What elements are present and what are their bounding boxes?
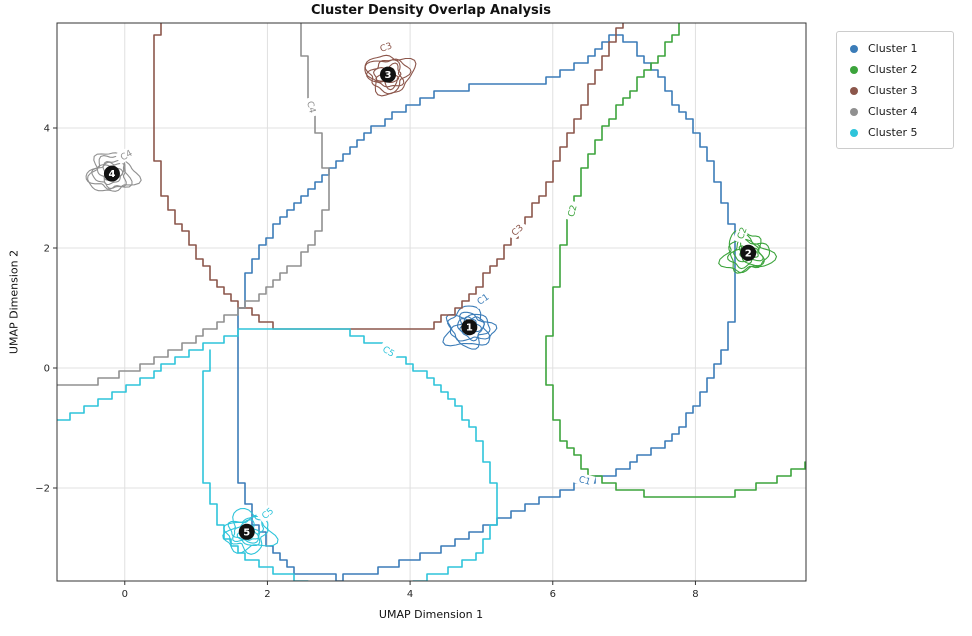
legend-item-cluster-2: Cluster 2 <box>845 59 947 80</box>
density-contour-c2 <box>545 23 806 498</box>
contour-label-c3: C3 <box>374 38 397 56</box>
cluster-blob-ring-c4 <box>96 161 126 186</box>
legend-item-cluster-4: Cluster 4 <box>845 101 947 122</box>
density-contour-c4 <box>57 23 330 386</box>
x-tick-label: 4 <box>407 589 413 600</box>
svg-text:2: 2 <box>745 248 752 259</box>
chart-title: Cluster Density Overlap Analysis <box>311 3 551 18</box>
legend-label: Cluster 4 <box>868 105 918 118</box>
legend-item-cluster-5: Cluster 5 <box>845 122 947 143</box>
svg-text:C2: C2 <box>567 204 580 218</box>
y-axis-label: UMAP Dimension 2 <box>7 249 21 355</box>
contour-label-c5: C5 <box>377 341 400 361</box>
x-tick-label: 8 <box>692 589 698 600</box>
y-tick-label: 0 <box>44 364 50 375</box>
x-axis-label: UMAP Dimension 1 <box>378 608 484 621</box>
x-tick-label: 0 <box>122 589 128 600</box>
cluster-blob-ring-c3 <box>364 54 417 97</box>
contour-label-c4: C4 <box>114 145 138 165</box>
cluster-center-marker-1: 1 <box>461 319 478 336</box>
legend-label: Cluster 5 <box>868 126 918 139</box>
x-tick-label: 2 <box>264 589 270 600</box>
legend-marker-icon <box>850 86 858 95</box>
y-tick-label: 2 <box>44 244 50 255</box>
svg-text:C4: C4 <box>304 100 317 114</box>
plot-border <box>56 22 807 582</box>
legend-label: Cluster 1 <box>868 42 918 55</box>
y-tick-label: 4 <box>44 124 50 135</box>
svg-text:C3: C3 <box>379 41 394 55</box>
legend-label: Cluster 3 <box>868 84 918 97</box>
contour-label-c4: C4 <box>303 96 320 118</box>
cluster-blob-ring-c5 <box>232 519 261 544</box>
cluster-center-marker-3: 3 <box>379 66 396 83</box>
svg-text:5: 5 <box>243 527 250 538</box>
legend-marker-icon <box>850 107 858 116</box>
density-contour-c1 <box>237 34 736 581</box>
contour-label-c2: C2 <box>563 200 580 222</box>
density-contour-c5 <box>202 349 309 581</box>
cluster-blob-ring-c2 <box>728 234 771 274</box>
svg-text:C1: C1 <box>577 475 591 488</box>
svg-text:C2: C2 <box>736 226 750 241</box>
contour-label-c1: C1 <box>574 471 596 488</box>
legend-label: Cluster 2 <box>868 63 918 76</box>
legend-marker-icon <box>850 44 858 53</box>
cluster-blob-ring-c1 <box>450 311 491 342</box>
contour-label-c2: C2 <box>732 222 751 244</box>
cluster-blob-ring-c5 <box>222 507 279 554</box>
legend-item-cluster-3: Cluster 3 <box>845 80 947 101</box>
cluster-center-marker-5: 5 <box>238 523 255 540</box>
y-tick-label: −2 <box>35 484 50 495</box>
x-tick-label: 6 <box>550 589 556 600</box>
density-contour-c3 <box>153 23 624 330</box>
cluster-center-marker-4: 4 <box>103 165 120 182</box>
cluster-blob-ring-c2 <box>718 229 778 274</box>
cluster-blob-ring-c1 <box>442 305 498 347</box>
svg-text:3: 3 <box>385 70 392 81</box>
legend-item-cluster-1: Cluster 1 <box>845 38 947 59</box>
legend: Cluster 1 Cluster 2 Cluster 3 Cluster 4 Clus… <box>836 31 954 149</box>
svg-text:4: 4 <box>108 169 115 180</box>
legend-marker-icon <box>850 65 858 74</box>
cluster-center-marker-2: 2 <box>740 244 757 261</box>
legend-marker-icon <box>850 128 858 137</box>
contour-label-c5: C5 <box>256 502 279 524</box>
svg-text:1: 1 <box>466 323 473 334</box>
